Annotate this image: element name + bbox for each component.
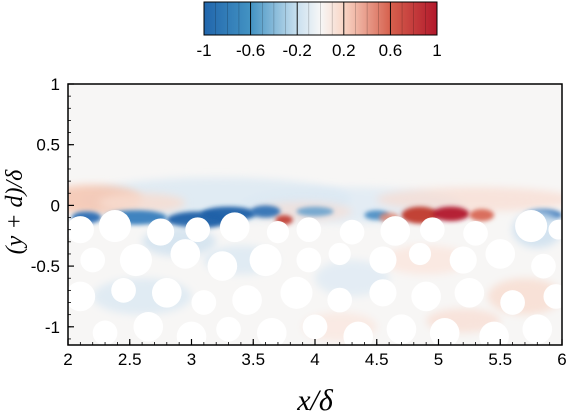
grain-circle <box>500 290 525 315</box>
field-region <box>469 209 495 222</box>
colorbar-gradient <box>203 1 438 36</box>
grain-circle <box>98 209 131 243</box>
x-tick-label: 5 <box>434 350 443 369</box>
field-region <box>432 206 470 222</box>
grain-circle <box>479 321 509 345</box>
grain-circle <box>219 212 250 243</box>
grain-circle <box>449 246 477 274</box>
grain-circle <box>369 279 397 307</box>
grain-circle <box>119 243 152 277</box>
grain-circle <box>92 320 118 345</box>
grain-circle <box>185 217 211 243</box>
grain-circle <box>296 247 322 273</box>
field-region <box>296 206 334 217</box>
x-tick-label: 3.5 <box>241 350 265 369</box>
grain-circle <box>216 316 241 342</box>
grain-circle <box>176 321 207 345</box>
grain-circle <box>80 247 106 273</box>
grain-circle <box>151 277 182 308</box>
grain-circle <box>419 217 445 243</box>
grain-circle <box>249 243 282 277</box>
grain-circle <box>296 217 322 243</box>
colorbar-tick-label: -0.6 <box>236 41 265 60</box>
colorbar-tick-label: 1 <box>432 41 441 60</box>
y-axis-label: (y + d)/δ <box>2 169 28 255</box>
grain-circle <box>408 242 432 266</box>
colorbar: -1 -0.6 -0.2 0.2 0.6 1 <box>196 1 442 60</box>
grain-circle <box>232 285 262 315</box>
grain-circle <box>191 290 217 315</box>
grain-circle <box>515 209 548 243</box>
y-tick-label: -1 <box>45 318 60 337</box>
x-tick-label: 6 <box>557 350 566 369</box>
x-tick-label: 2 <box>63 350 72 369</box>
y-tick-label: 0 <box>51 196 60 215</box>
x-tick-label: 3 <box>187 350 196 369</box>
grain-circle <box>207 251 238 281</box>
plot-area <box>68 84 562 345</box>
grain-circle <box>386 314 417 345</box>
grain-circle <box>531 253 556 279</box>
x-tick-label: 2.5 <box>118 350 142 369</box>
grain-circle <box>429 318 460 345</box>
grain-circle <box>133 311 164 342</box>
y-tick-label: -0.5 <box>31 257 60 276</box>
grain-circle <box>111 278 136 303</box>
grain-circle <box>343 321 374 345</box>
grain-circle <box>339 219 365 245</box>
field-region <box>98 193 186 213</box>
colorbar-tick-label: 0.2 <box>332 41 356 60</box>
grain-circle <box>411 281 441 312</box>
grain-circle <box>147 218 175 246</box>
grain-circle <box>548 219 562 240</box>
colorbar-tick-label: 0.6 <box>379 41 403 60</box>
grain-circle <box>485 239 516 269</box>
grains <box>68 209 562 345</box>
x-tick-label: 4 <box>310 350 319 369</box>
grain-circle <box>369 246 397 274</box>
x-tick-label: 5.5 <box>488 350 512 369</box>
colorbar-ticks: -1 -0.6 -0.2 0.2 0.6 1 <box>196 2 442 60</box>
grain-circle <box>68 216 94 244</box>
grain-circle <box>327 287 353 313</box>
y-axis-ticks: 1 0.5 0 -0.5 -1 <box>31 75 74 340</box>
grain-circle <box>280 276 313 309</box>
grain-circle <box>454 277 485 308</box>
grain-circle <box>522 314 553 345</box>
y-tick-label: 0.5 <box>36 136 60 155</box>
x-axis-ticks: 2 2.5 3 3.5 4 4.5 5 5.5 6 <box>63 339 567 369</box>
grain-circle <box>302 314 328 340</box>
colorbar-tick-label: -1 <box>196 41 211 60</box>
grain-circle <box>68 281 96 312</box>
x-axis-label: x/δ <box>296 384 334 417</box>
field-region <box>250 205 281 218</box>
grain-circle <box>256 318 287 345</box>
grain-circle <box>170 239 201 269</box>
grain-circle <box>328 242 351 266</box>
y-tick-label: 1 <box>51 75 60 94</box>
colorbar-tick-label: -0.2 <box>283 41 312 60</box>
x-tick-label: 4.5 <box>365 350 389 369</box>
grain-circle <box>380 216 411 246</box>
grain-circle <box>266 220 290 244</box>
grain-circle <box>463 220 488 246</box>
field-region <box>376 187 562 212</box>
grain-circle <box>543 284 562 309</box>
